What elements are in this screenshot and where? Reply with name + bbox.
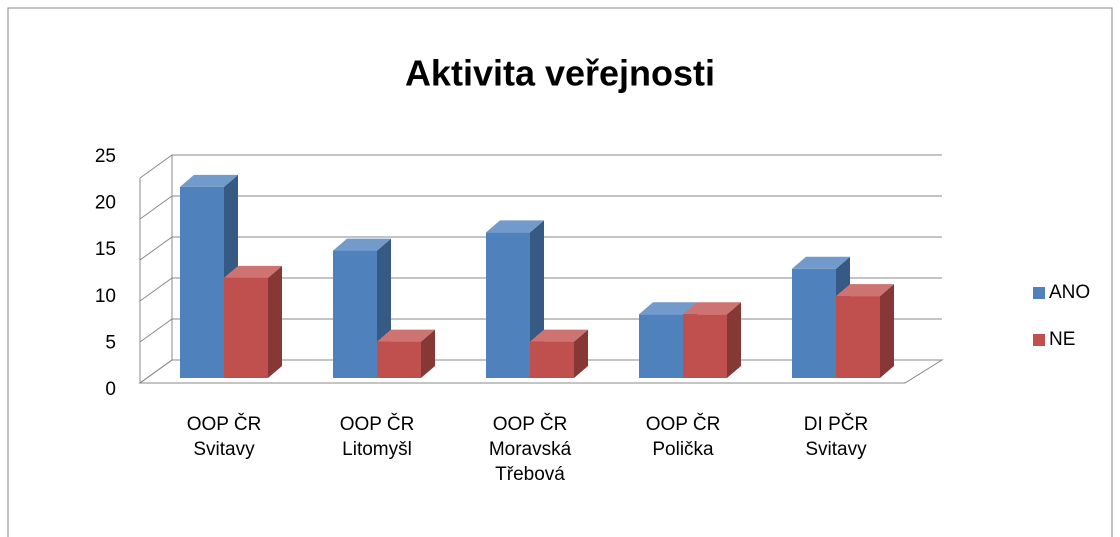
bar-front (836, 296, 880, 378)
bar (377, 329, 435, 378)
bar (683, 302, 741, 378)
bar (333, 238, 391, 378)
y-tick-label: 20 (95, 193, 116, 214)
bar-top (836, 284, 894, 297)
bar-top (377, 329, 435, 342)
legend-label: NE (1049, 329, 1075, 350)
x-tick-label-box: OOP ČR Polička (645, 414, 721, 460)
bar-side (421, 329, 435, 378)
bar-top (792, 256, 850, 269)
x-tick-label: DI PČR Svitavy (803, 414, 869, 460)
x-tick-label-box: OOP ČR Litomyšl (339, 414, 415, 460)
bar-side (880, 284, 894, 378)
x-tick-label-box: OOP ČR Moravská Třebová (488, 414, 572, 485)
y-tick-label: 5 (105, 332, 116, 353)
bar-top (683, 302, 741, 315)
x-tick-label: OOP ČR Svitavy (186, 414, 262, 460)
y-tick-label: 15 (95, 239, 116, 260)
bar-top (639, 302, 697, 315)
bar (836, 284, 894, 378)
grid-line (139, 195, 942, 220)
bar-front (333, 250, 377, 378)
x-tick-label-box: DI PČR Svitavy (803, 414, 869, 460)
x-tick-label: OOP ČR Moravská Třebová (488, 414, 572, 485)
grid-line (139, 277, 942, 302)
bar-top (333, 238, 391, 251)
bar-front (530, 341, 574, 378)
legend-swatch (1033, 287, 1045, 299)
bar-front (224, 277, 268, 378)
bar-front (639, 314, 683, 378)
grid-line (139, 236, 942, 261)
bar-top (180, 174, 238, 187)
bar-front (792, 268, 836, 378)
bar-side (574, 329, 588, 378)
bar-front (486, 232, 530, 378)
x-tick-label: OOP ČR Litomyšl (339, 414, 415, 460)
bar-top (486, 220, 544, 233)
x-tick-label: OOP ČR Polička (645, 414, 721, 460)
bar-top (224, 265, 282, 278)
bar-front (180, 186, 224, 378)
x-tick-label-box: OOP ČR Svitavy (186, 414, 262, 460)
bar-front (377, 341, 421, 378)
legend-label: ANO (1049, 282, 1090, 303)
bar-side (268, 265, 282, 378)
y-tick-label: 25 (95, 146, 116, 167)
bar (530, 329, 588, 378)
chart-title: Aktivita veřejnosti (405, 53, 715, 94)
bar (224, 265, 282, 378)
bar-top (530, 329, 588, 342)
legend-swatch (1033, 334, 1045, 346)
bar-side (727, 302, 741, 378)
y-tick-label: 10 (95, 286, 116, 307)
bar-front (683, 314, 727, 378)
y-tick-label: 0 (105, 379, 116, 400)
grid-line (139, 154, 942, 179)
